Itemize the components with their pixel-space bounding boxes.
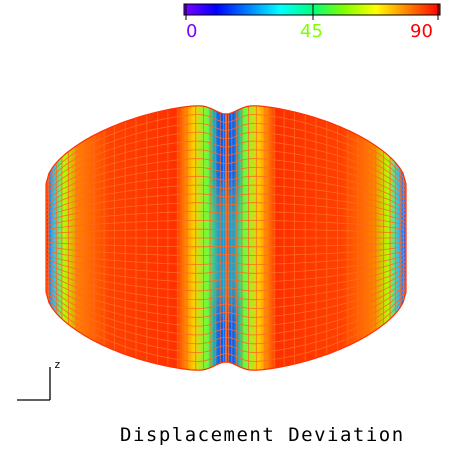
colorbar: 0 45 90 xyxy=(183,3,441,42)
colorbar-mid-label: 45 xyxy=(300,21,323,42)
mesh-surface xyxy=(45,105,407,371)
axis-indicator: z xyxy=(17,358,61,401)
colorbar-min-label: 0 xyxy=(186,21,197,42)
figure-caption: Displacement Deviation xyxy=(120,424,405,446)
colorbar-gradient xyxy=(183,3,441,16)
axis-z-label: z xyxy=(54,358,61,371)
colorbar-max-label: 90 xyxy=(410,21,433,42)
surface-outline xyxy=(45,105,407,371)
surface-wireframe xyxy=(46,105,406,371)
